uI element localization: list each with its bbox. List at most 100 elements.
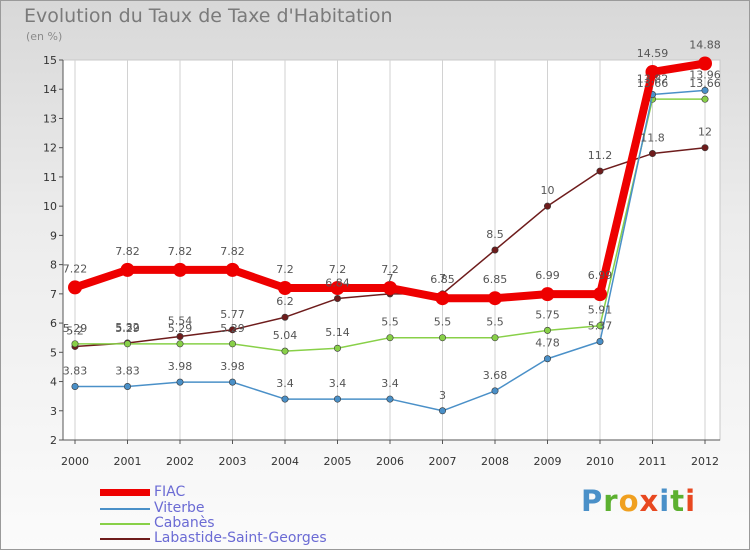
data-label: 3.98 [168,360,193,373]
data-label: 11.8 [640,132,665,145]
data-point [645,64,660,79]
data-point [71,340,79,348]
legend-swatch [100,508,150,510]
data-point [333,295,341,303]
y-tick-label: 2 [50,434,57,447]
data-point [698,56,712,71]
x-tick-label: 2000 [61,455,89,468]
data-point [330,281,345,295]
y-tick-label: 14 [43,83,57,96]
data-point [543,326,551,334]
legend-label: Labastide-Saint-Georges [154,530,327,546]
data-label: 5.2 [66,324,84,337]
y-tick-label: 5 [50,346,57,359]
logo-letter: r [603,484,619,518]
data-label: 7 [387,272,394,285]
data-point [278,281,292,295]
logo-letter: i [659,484,671,518]
data-point [68,280,82,295]
legend-swatch [100,523,150,525]
data-point [491,387,499,395]
data-point [596,167,604,175]
data-point [701,144,709,152]
legend-label: FIAC [154,484,186,500]
data-label: 5.37 [588,319,613,332]
data-label: 13.66 [689,77,721,90]
data-label: 5.04 [273,329,298,342]
proxiti-logo: Proxiti [581,484,696,518]
legend-label: Viterbe [154,500,205,516]
data-point [229,378,237,386]
x-tick-label: 2004 [271,455,299,468]
data-label: 8.5 [486,228,504,241]
y-tick-label: 15 [43,54,57,67]
chart-title: Evolution du Taux de Taxe d'Habitation [24,5,393,27]
data-label: 3.68 [483,369,508,382]
data-label: 5.54 [168,315,193,328]
data-label: 7.2 [381,263,399,276]
y-tick-label: 4 [50,376,57,389]
data-point [229,326,237,334]
data-point [648,150,656,158]
data-point [435,291,450,306]
data-label: 6.99 [588,269,613,282]
y-tick-label: 3 [50,405,57,418]
data-label: 5.5 [434,316,452,329]
y-tick-label: 11 [43,171,57,184]
legend-item-cabanes: Cabanès [100,515,400,532]
data-label: 3.83 [63,365,88,378]
data-point [438,407,446,415]
x-tick-label: 2001 [114,455,142,468]
data-point [173,262,187,277]
y-tick-label: 10 [43,200,57,213]
data-label: 13.82 [637,72,669,85]
data-label: 14.88 [689,39,721,52]
data-label: 3.4 [276,377,294,390]
data-label: 7.2 [329,263,347,276]
logo-letter: o [618,484,640,518]
data-label: 3.4 [329,377,347,390]
data-point [71,383,79,391]
x-tick-label: 2002 [166,455,194,468]
data-label: 6.2 [276,295,294,308]
data-point [488,291,502,306]
legend-item-fiac: FIAC [100,484,400,501]
data-point [701,86,709,94]
data-label: 14.59 [637,47,669,60]
data-label: 5.75 [535,308,560,321]
y-tick-label: 12 [43,142,57,155]
data-point [124,383,132,391]
data-label: 6.85 [483,273,508,286]
data-label: 7.82 [168,245,193,258]
logo-letter: i [685,484,697,518]
y-tick-label: 7 [50,288,57,301]
data-point [333,395,341,403]
data-label: 7.2 [276,263,294,276]
data-label: 10 [541,184,555,197]
data-label: 12 [698,126,712,139]
x-tick-label: 2008 [481,455,509,468]
data-label: 5.32 [115,321,140,334]
data-label: 13.66 [637,77,669,90]
data-label: 5.14 [325,326,350,339]
data-point [225,262,240,277]
data-label: 6.84 [325,277,350,290]
data-label: 5.29 [220,322,245,335]
data-label: 5.91 [588,304,613,317]
x-tick-label: 2005 [324,455,352,468]
data-label: 5.5 [486,316,504,329]
legend-item-viterbe: Viterbe [100,500,400,517]
y-tick-label: 6 [50,317,57,330]
data-point [438,334,446,342]
legend-swatch [100,538,150,540]
data-point [701,95,709,103]
data-point [593,287,607,302]
data-point [540,287,555,302]
data-point [120,262,135,277]
data-label: 3 [439,389,446,402]
logo-letter: P [581,484,604,518]
data-label: 11.2 [588,149,613,162]
data-point [281,313,289,321]
data-point [491,246,499,254]
